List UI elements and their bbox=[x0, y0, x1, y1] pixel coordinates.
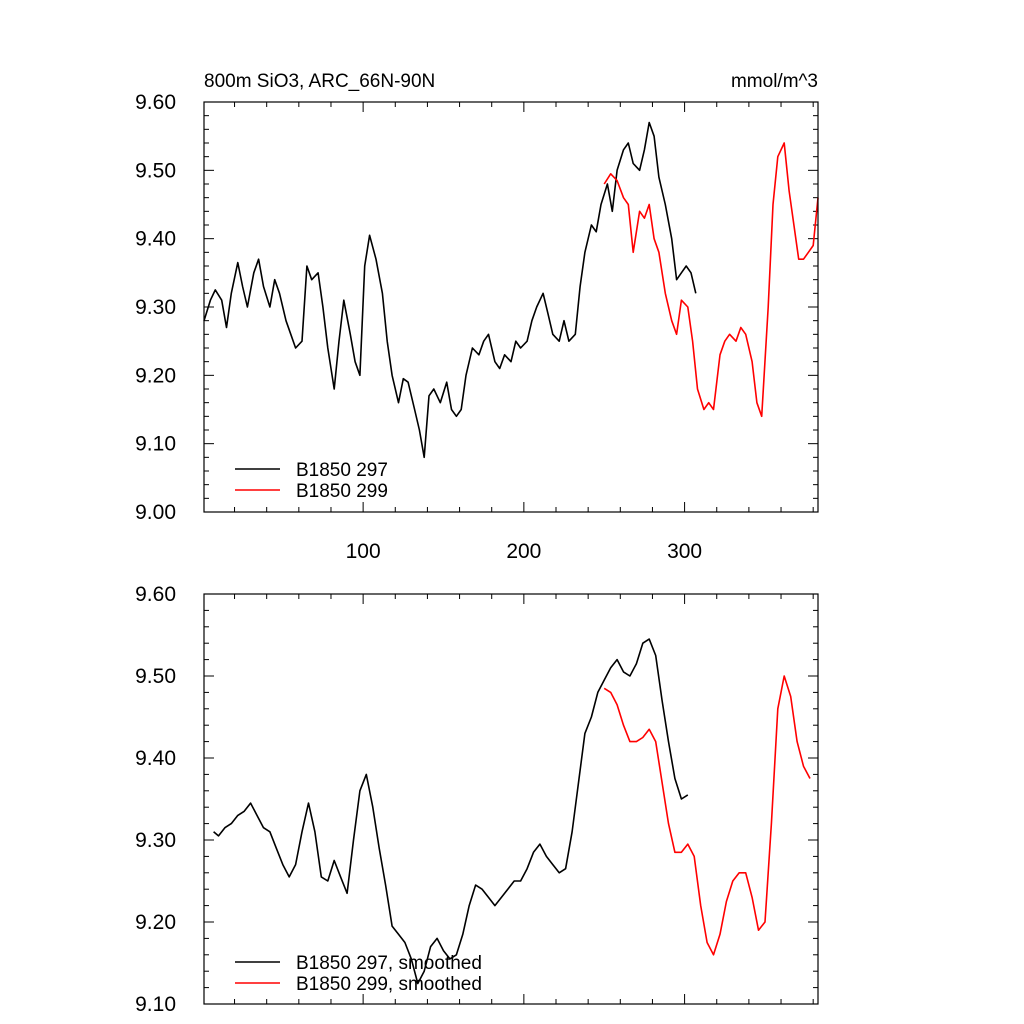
legend-label: B1850 299 bbox=[296, 481, 388, 502]
top-plot-frame bbox=[203, 101, 819, 513]
bottom-series-lines bbox=[213, 638, 811, 985]
y-tick-label: 9.20 bbox=[135, 364, 176, 387]
y-tick-label: 9.20 bbox=[135, 911, 176, 934]
series-line-0 bbox=[203, 121, 697, 459]
top-panel: 800m SiO3, ARC_66N-90N mmol/m^3 9.00 9.10… bbox=[135, 71, 819, 563]
y-tick-label: 9.60 bbox=[135, 583, 176, 606]
bottom-axis-ticks bbox=[204, 593, 818, 1005]
legend-label: B1850 297 bbox=[296, 460, 388, 481]
chart-title: 800m SiO3, ARC_66N-90N bbox=[204, 71, 435, 92]
series-line-1 bbox=[603, 675, 811, 956]
x-tick-label: 300 bbox=[667, 540, 702, 563]
top-x-tick-labels: 100 200 300 bbox=[346, 540, 703, 563]
y-tick-label: 9.40 bbox=[135, 228, 176, 251]
x-tick-label: 200 bbox=[506, 540, 541, 563]
top-axis-ticks bbox=[204, 101, 818, 513]
units-label: mmol/m^3 bbox=[731, 71, 818, 92]
y-tick-label: 9.00 bbox=[135, 501, 176, 524]
legend-label: B1850 299, smoothed bbox=[296, 974, 482, 995]
top-series-lines bbox=[203, 121, 819, 459]
y-tick-label: 9.10 bbox=[135, 433, 176, 456]
y-tick-label: 9.50 bbox=[135, 159, 176, 182]
legend-label: B1850 297, smoothed bbox=[296, 953, 482, 974]
bottom-plot-frame bbox=[203, 593, 819, 1005]
top-y-tick-labels: 9.00 9.10 9.20 9.30 9.40 9.50 9.60 bbox=[135, 91, 176, 524]
series-line-1 bbox=[603, 142, 819, 418]
y-tick-label: 9.30 bbox=[135, 829, 176, 852]
bottom-panel: 9.10 9.20 9.30 9.40 9.50 9.60 B1850 297, smoo… bbox=[135, 583, 819, 1016]
y-tick-label: 9.10 bbox=[135, 993, 176, 1016]
y-tick-label: 9.50 bbox=[135, 665, 176, 688]
bottom-y-tick-labels: 9.10 9.20 9.30 9.40 9.50 9.60 bbox=[135, 583, 176, 1016]
y-tick-label: 9.60 bbox=[135, 91, 176, 114]
x-tick-label: 100 bbox=[346, 540, 381, 563]
y-tick-label: 9.30 bbox=[135, 296, 176, 319]
series-line-0 bbox=[213, 638, 689, 985]
y-tick-label: 9.40 bbox=[135, 747, 176, 770]
